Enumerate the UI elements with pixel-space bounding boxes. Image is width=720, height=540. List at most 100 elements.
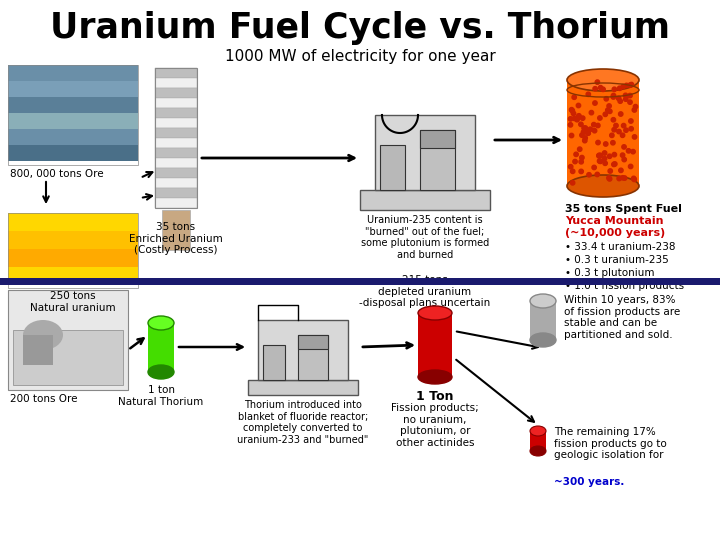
Circle shape <box>579 160 583 164</box>
Bar <box>155 168 197 178</box>
Bar <box>298 335 328 349</box>
Circle shape <box>587 173 591 177</box>
Text: 215 tons
depleted uranium
-disposal plans uncertain: 215 tons depleted uranium -disposal plan… <box>359 275 490 308</box>
Bar <box>162 210 190 250</box>
Circle shape <box>570 107 574 112</box>
Circle shape <box>603 112 608 117</box>
Circle shape <box>571 111 576 116</box>
Circle shape <box>611 93 616 98</box>
Circle shape <box>570 109 575 113</box>
Bar <box>248 380 358 395</box>
Bar <box>567 80 639 186</box>
Circle shape <box>593 129 597 133</box>
Circle shape <box>608 154 612 158</box>
Circle shape <box>577 115 581 119</box>
Circle shape <box>568 117 572 121</box>
Bar <box>155 138 197 148</box>
Circle shape <box>574 152 578 157</box>
Text: 35 tons
Enriched Uranium
(Costly Process): 35 tons Enriched Uranium (Costly Process… <box>129 222 223 255</box>
Text: 800, 000 tons Ore: 800, 000 tons Ore <box>10 169 104 179</box>
Text: 1 Ton: 1 Ton <box>416 390 454 403</box>
Circle shape <box>624 97 628 102</box>
Bar <box>258 320 348 380</box>
Circle shape <box>631 150 635 154</box>
Bar <box>8 65 138 165</box>
Bar <box>380 145 405 190</box>
Text: ~300 years.: ~300 years. <box>554 477 624 487</box>
Circle shape <box>572 116 577 120</box>
Circle shape <box>623 176 627 180</box>
Circle shape <box>612 162 616 167</box>
Ellipse shape <box>418 306 452 320</box>
Circle shape <box>617 130 621 134</box>
Bar <box>298 335 328 380</box>
Circle shape <box>570 133 574 138</box>
Bar <box>8 290 128 390</box>
Circle shape <box>622 157 626 162</box>
Text: • 1.0 t fission products: • 1.0 t fission products <box>565 281 684 291</box>
Circle shape <box>592 123 596 127</box>
Circle shape <box>628 100 632 104</box>
Text: • 33.4 t uranium-238: • 33.4 t uranium-238 <box>565 242 675 252</box>
Bar <box>23 335 53 365</box>
Circle shape <box>628 93 632 98</box>
Text: 35 tons Spent Fuel: 35 tons Spent Fuel <box>565 204 682 214</box>
Circle shape <box>603 151 607 155</box>
Ellipse shape <box>530 294 556 308</box>
Circle shape <box>612 87 616 91</box>
Ellipse shape <box>530 333 556 347</box>
Bar <box>13 330 123 385</box>
Bar <box>263 345 285 380</box>
Bar <box>155 78 197 88</box>
Circle shape <box>581 130 586 134</box>
Circle shape <box>632 177 636 181</box>
Circle shape <box>618 86 622 91</box>
Circle shape <box>603 142 608 146</box>
Bar <box>8 81 138 97</box>
Circle shape <box>621 176 625 180</box>
Bar <box>155 68 197 208</box>
Circle shape <box>588 127 593 131</box>
Circle shape <box>570 181 575 185</box>
Ellipse shape <box>530 446 546 456</box>
Circle shape <box>607 104 611 108</box>
Circle shape <box>618 99 622 103</box>
Bar <box>420 130 455 148</box>
Text: The remaining 17%
fission products go to
geologic isolation for: The remaining 17% fission products go to… <box>554 427 667 460</box>
Bar <box>530 301 556 340</box>
Text: 1000 MW of electricity for one year: 1000 MW of electricity for one year <box>225 49 495 64</box>
Circle shape <box>569 165 573 169</box>
Circle shape <box>624 83 629 87</box>
Circle shape <box>579 169 583 174</box>
Circle shape <box>611 95 616 99</box>
Text: Within 10 years, 83%
of fission products are
stable and can be
partitioned and s: Within 10 years, 83% of fission products… <box>564 295 680 340</box>
Circle shape <box>611 118 616 122</box>
Circle shape <box>634 104 638 109</box>
Circle shape <box>629 164 633 168</box>
Text: 1 ton
Natural Thorium: 1 ton Natural Thorium <box>118 385 204 407</box>
Circle shape <box>579 122 583 126</box>
Circle shape <box>589 111 593 115</box>
Circle shape <box>580 156 584 160</box>
Circle shape <box>585 131 590 135</box>
Circle shape <box>606 108 610 112</box>
Bar <box>0 278 720 285</box>
Circle shape <box>610 133 614 138</box>
Ellipse shape <box>530 426 546 436</box>
Ellipse shape <box>567 69 639 91</box>
Circle shape <box>622 145 626 149</box>
Circle shape <box>598 153 603 158</box>
Circle shape <box>568 123 572 127</box>
Circle shape <box>573 159 577 164</box>
Ellipse shape <box>418 370 452 384</box>
Circle shape <box>621 133 625 138</box>
Bar <box>155 198 197 208</box>
Bar <box>8 267 138 285</box>
Circle shape <box>603 161 608 165</box>
Ellipse shape <box>23 320 63 350</box>
Circle shape <box>597 153 601 158</box>
Text: Uranium Fuel Cycle vs. Thorium: Uranium Fuel Cycle vs. Thorium <box>50 11 670 45</box>
Circle shape <box>608 169 613 173</box>
Circle shape <box>586 92 590 97</box>
Bar <box>8 145 138 161</box>
